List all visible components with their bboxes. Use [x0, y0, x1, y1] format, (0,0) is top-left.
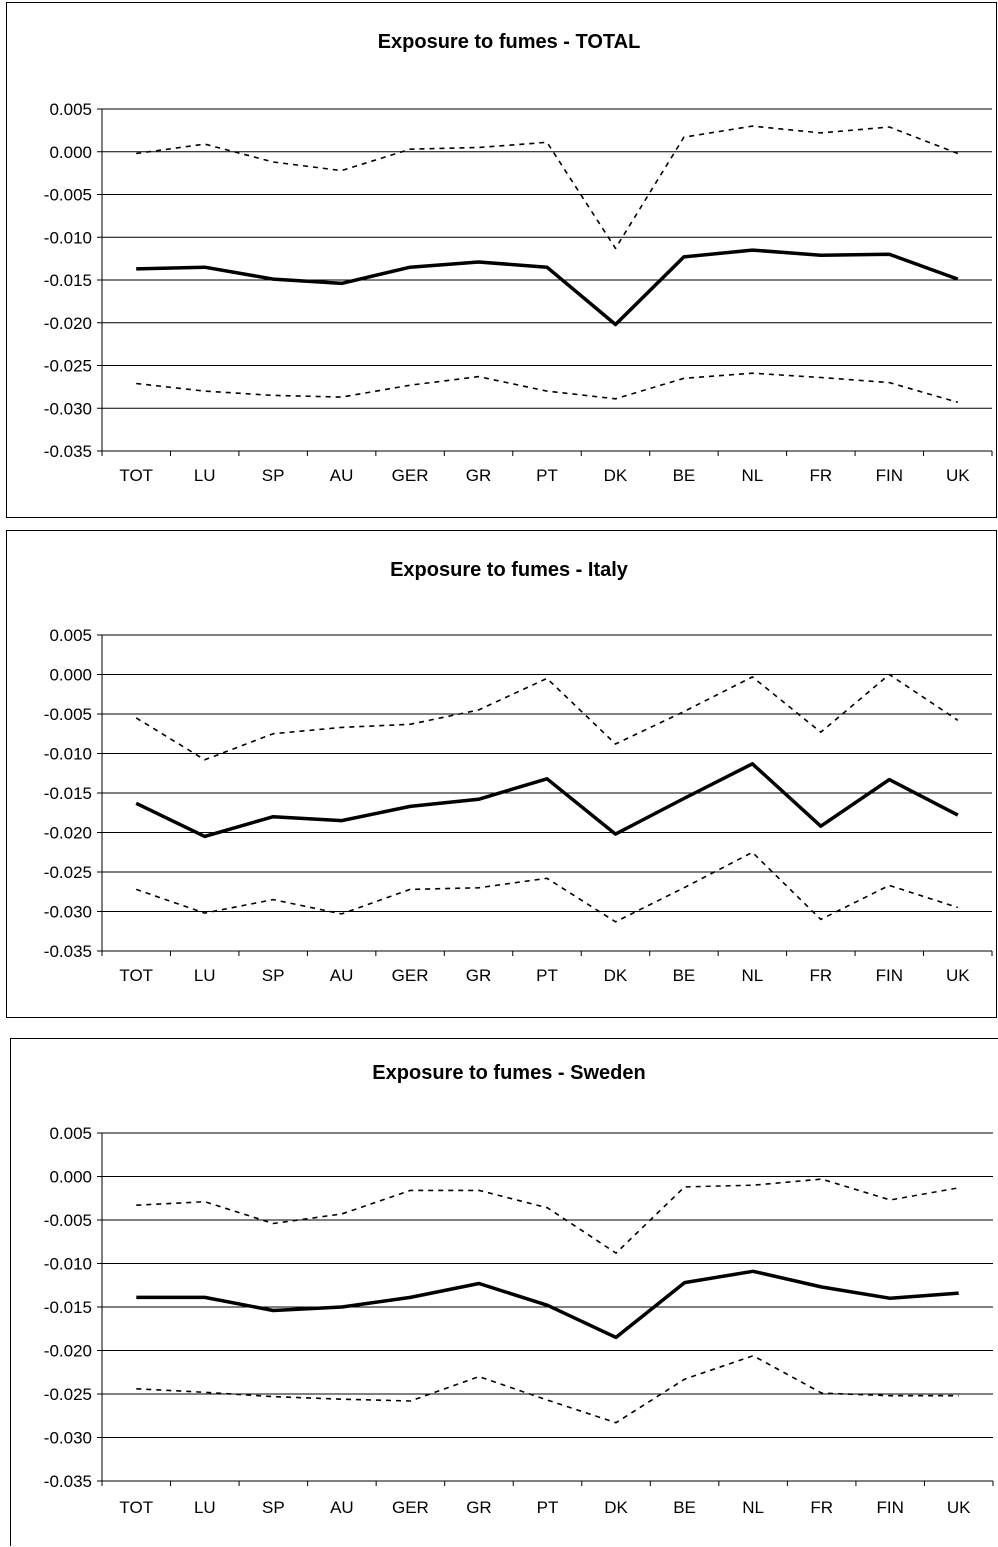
x-tick-label: PT	[536, 966, 558, 985]
x-tick-label: BE	[673, 1498, 696, 1517]
x-tick-label: SP	[262, 1498, 285, 1517]
x-tick-label: SP	[262, 466, 285, 485]
y-tick-label: -0.030	[44, 399, 92, 418]
chart-title: Exposure to fumes - TOTAL	[378, 31, 641, 53]
chart-panel-sweden: Exposure to fumes - Sweden 0.005 0.000 -0.…	[10, 1038, 998, 1546]
y-tick-label: 0.000	[49, 143, 92, 162]
x-tick-label: NL	[742, 466, 764, 485]
y-tick-label: -0.035	[44, 442, 92, 461]
y-tick-label: 0.005	[49, 626, 92, 645]
y-tick-label: -0.020	[44, 1342, 92, 1361]
x-tick-label: FR	[810, 466, 833, 485]
x-tick-label: LU	[194, 1498, 216, 1517]
x-tick-label: GER	[392, 966, 429, 985]
x-tick-label: TOT	[119, 466, 153, 485]
x-tick-label: DK	[604, 466, 628, 485]
y-tick-label: -0.035	[44, 1472, 92, 1491]
x-tick-label: TOT	[119, 1498, 153, 1517]
x-tick-label: LU	[194, 466, 216, 485]
x-tick-label: PT	[536, 466, 558, 485]
y-tick-label: 0.005	[49, 100, 92, 119]
series-line-estimate	[136, 1269, 959, 1340]
x-tick-label: NL	[742, 1498, 764, 1517]
x-tick-label: GR	[466, 966, 492, 985]
series-line-upper-bound	[135, 673, 959, 761]
x-tick-label: FIN	[876, 466, 903, 485]
y-tick-label: -0.005	[44, 1211, 92, 1230]
x-tick-label: UK	[947, 1498, 971, 1517]
chart-italy: Exposure to fumes - Italy 0.005 0.000 -0.0…	[44, 559, 993, 985]
x-tick-label: UK	[946, 966, 970, 985]
y-tick-label: -0.010	[44, 1255, 92, 1274]
y-tick-label: -0.010	[44, 228, 92, 247]
series-line-estimate	[135, 762, 959, 839]
y-tick-label: -0.025	[44, 863, 92, 882]
x-tick-label: FIN	[876, 1498, 903, 1517]
series-line-lower-bound	[136, 372, 959, 404]
series-line-estimate	[136, 248, 959, 327]
x-tick-label: GR	[466, 466, 492, 485]
x-tick-label: FIN	[876, 966, 903, 985]
y-tick-label: 0.005	[49, 1124, 92, 1143]
x-tick-label: FR	[810, 966, 833, 985]
y-tick-label: -0.035	[44, 942, 92, 961]
chart-panel-total: Exposure to fumes - TOTAL 0.005 0.000 -0.0…	[6, 2, 997, 518]
x-tick-label: AU	[330, 466, 354, 485]
chart-title: Exposure to fumes - Italy	[390, 559, 629, 581]
y-tick-label: -0.020	[44, 824, 92, 843]
x-tick-label: TOT	[119, 966, 153, 985]
y-tick-label: -0.015	[44, 271, 92, 290]
y-tick-label: -0.030	[44, 1429, 92, 1448]
x-tick-label: AU	[330, 1498, 354, 1517]
chart-sweden: Exposure to fumes - Sweden 0.005 0.000 -0.…	[44, 1062, 994, 1517]
series-line-lower-bound	[135, 851, 959, 923]
chart-title: Exposure to fumes - Sweden	[372, 1062, 645, 1084]
chart-total: Exposure to fumes - TOTAL 0.005 0.000 -0.0…	[44, 31, 993, 485]
x-tick-label: DK	[604, 966, 628, 985]
series-line-lower-bound	[136, 1354, 959, 1424]
y-tick-label: -0.005	[44, 705, 92, 724]
x-tick-label: GER	[392, 1498, 429, 1517]
x-tick-label: SP	[262, 966, 285, 985]
x-tick-label: PT	[537, 1498, 559, 1517]
y-tick-label: -0.015	[44, 784, 92, 803]
y-tick-label: -0.010	[44, 745, 92, 764]
y-tick-label: 0.000	[49, 666, 92, 685]
y-tick-label: -0.025	[44, 357, 92, 376]
series-line-upper-bound	[136, 125, 959, 250]
y-tick-label: -0.015	[44, 1298, 92, 1317]
x-tick-label: FR	[810, 1498, 833, 1517]
y-tick-label: -0.025	[44, 1385, 92, 1404]
y-tick-label: 0.000	[49, 1168, 92, 1187]
y-tick-label: -0.005	[44, 186, 92, 205]
x-tick-label: AU	[330, 966, 354, 985]
x-tick-label: GER	[392, 466, 429, 485]
x-tick-label: BE	[673, 966, 696, 985]
x-tick-label: LU	[194, 966, 216, 985]
x-tick-label: BE	[673, 466, 696, 485]
x-tick-label: NL	[742, 966, 764, 985]
chart-panel-italy: Exposure to fumes - Italy 0.005 0.000 -0.0…	[6, 530, 997, 1018]
series-line-upper-bound	[136, 1178, 959, 1254]
x-tick-label: DK	[604, 1498, 628, 1517]
x-tick-label: GR	[466, 1498, 492, 1517]
y-tick-label: -0.030	[44, 903, 92, 922]
x-tick-label: UK	[946, 466, 970, 485]
y-tick-label: -0.020	[44, 314, 92, 333]
